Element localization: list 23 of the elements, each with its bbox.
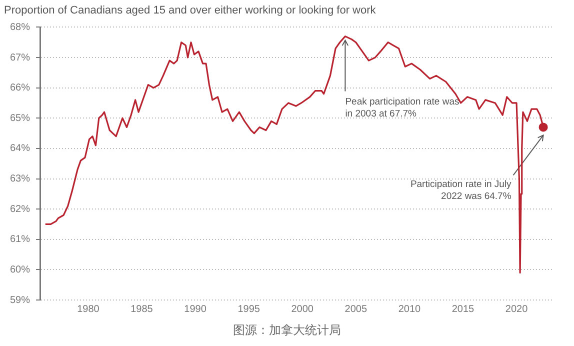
y-tick-label: 63% <box>10 174 30 185</box>
x-tick-label: 2015 <box>452 304 475 315</box>
y-tick-label: 67% <box>10 52 30 64</box>
x-tick-label: 2020 <box>505 304 528 315</box>
y-tick-label: 61% <box>10 234 30 246</box>
annotation: Peak participation rate was in 2003 at 67.7% <box>345 96 460 120</box>
y-tick-label: 60% <box>10 264 30 276</box>
y-tick-label: 68% <box>10 22 30 33</box>
x-tick-label: 2005 <box>344 304 368 315</box>
y-tick-label: 62% <box>10 204 30 215</box>
x-tick-label: 1990 <box>184 304 207 315</box>
x-tick-label: 1980 <box>77 304 100 315</box>
x-tick-label: 2010 <box>398 304 421 315</box>
chart-title: Proportion of Canadians aged 15 and over either working or looking for work <box>4 4 376 17</box>
y-tick-label: 66% <box>10 82 30 94</box>
annotation: Participation rate in July 2022 was 64.7% <box>410 179 512 202</box>
y-tick-label: 59% <box>10 294 30 306</box>
text: 图源：加拿大统计局 <box>232 322 342 339</box>
y-tick-label: 65% <box>10 112 30 124</box>
x-tick-label: 1995 <box>238 304 260 315</box>
x-tick-label: 2000 <box>291 304 314 315</box>
y-tick-label: 64% <box>10 143 30 154</box>
x-tick-label: 1985 <box>130 304 154 315</box>
